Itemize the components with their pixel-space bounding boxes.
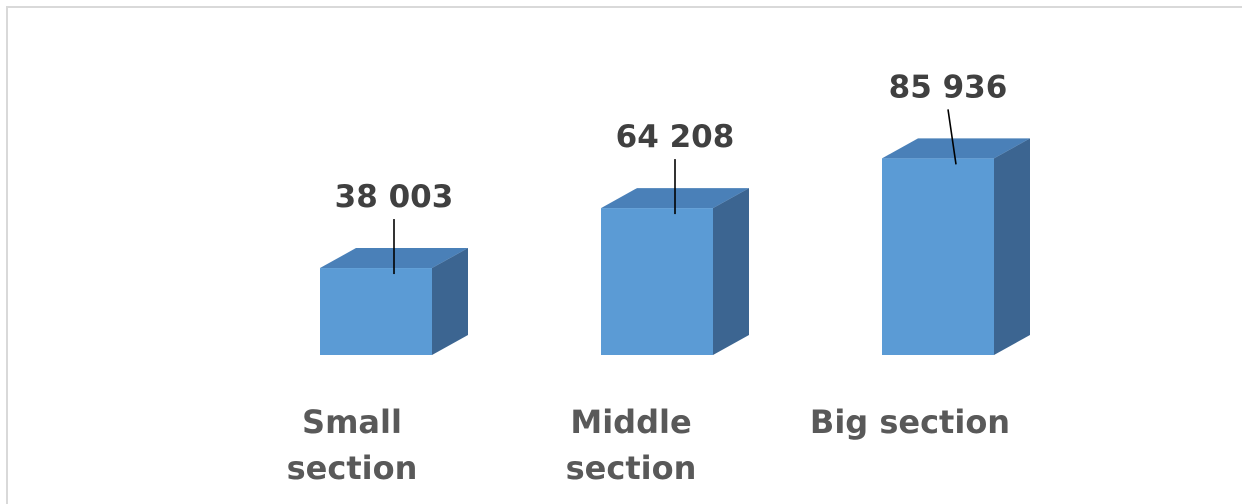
category-label: Big section bbox=[810, 403, 1010, 441]
bar-side-face bbox=[713, 188, 749, 355]
bar-front-face bbox=[320, 268, 432, 355]
bar-front-face bbox=[882, 158, 994, 355]
category-label-line: Big section bbox=[810, 403, 1010, 441]
bar-1: 38 003 bbox=[320, 179, 468, 355]
category-label: Small section bbox=[287, 403, 418, 487]
data-label: 64 208 bbox=[616, 119, 735, 155]
bar-2: 64 208 bbox=[601, 119, 749, 355]
leader-line bbox=[947, 109, 957, 165]
category-label-line: Middle bbox=[570, 403, 691, 441]
data-label: 85 936 bbox=[889, 69, 1008, 105]
category-label-line: section bbox=[566, 449, 697, 487]
bar-side-face bbox=[432, 248, 468, 355]
bar-3: 85 936 bbox=[882, 69, 1030, 355]
category-label-line: Small bbox=[302, 403, 402, 441]
bar-front-face bbox=[601, 208, 713, 355]
bar-top-face bbox=[882, 138, 1030, 159]
bar-side-face bbox=[994, 138, 1030, 355]
data-label: 38 003 bbox=[335, 179, 454, 215]
category-label: Middle section bbox=[566, 403, 697, 487]
category-label-line: section bbox=[287, 449, 418, 487]
